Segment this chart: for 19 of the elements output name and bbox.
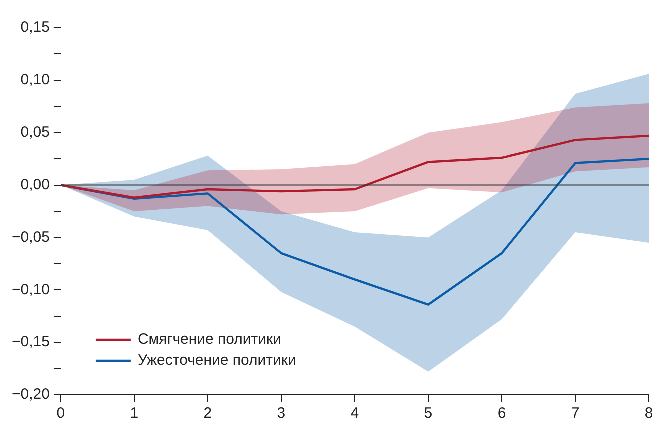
- y-tick-label: −0,05: [12, 228, 50, 246]
- x-tick-label: 0: [56, 405, 66, 422]
- x-tick-label: 7: [571, 405, 580, 422]
- legend-label: Ужесточение политики: [138, 352, 296, 370]
- y-tick-label: −0,10: [12, 281, 50, 298]
- x-tick-label: 3: [277, 405, 286, 422]
- x-tick-label: 1: [130, 405, 139, 422]
- x-tick-label: 6: [498, 405, 506, 422]
- x-tick-label: 5: [424, 405, 433, 422]
- x-tick-label: 8: [644, 405, 654, 422]
- y-tick-label: 0,10: [20, 72, 50, 89]
- y-tick-label: 0,15: [20, 19, 50, 36]
- y-tick-label: −0,20: [12, 386, 50, 404]
- y-tick-label: 0,00: [20, 176, 50, 194]
- y-tick-label: 0,05: [20, 124, 50, 141]
- legend-label: Смягчение политики: [138, 331, 282, 348]
- x-tick-label: 2: [204, 405, 212, 422]
- x-tick-label: 4: [350, 405, 360, 422]
- y-tick-label: −0,15: [12, 334, 50, 351]
